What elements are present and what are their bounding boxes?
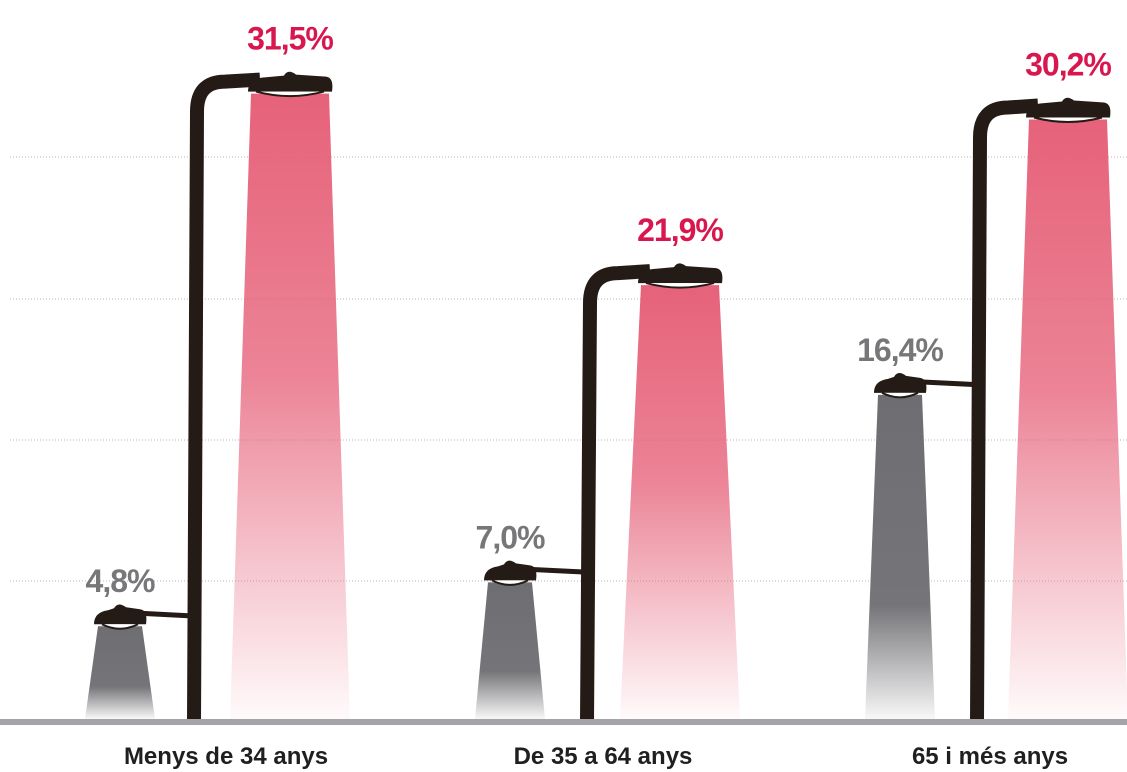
light-beams	[85, 93, 1127, 719]
bar-red-beam	[1008, 119, 1127, 719]
bar-red-beam	[620, 285, 740, 719]
lamp-head-gray	[484, 560, 537, 586]
bar-red-beam	[230, 93, 350, 719]
street-lamps	[94, 71, 1111, 723]
lamp-pole-tall	[187, 72, 261, 723]
lamp-head-red	[248, 71, 333, 98]
lamp-head-red	[1026, 97, 1111, 123]
data-label-gray: 16,4%	[857, 332, 943, 368]
labels: 4,8% 31,5% Menys de 34 anys 7,0% 21,9% De 35 …	[86, 21, 1113, 770]
lamp-pole-tall	[970, 98, 1039, 723]
lamp-head-gray	[94, 604, 147, 630]
data-label-red: 31,5%	[247, 21, 333, 57]
data-label-gray: 7,0%	[476, 519, 545, 555]
lamp-arm-short	[919, 379, 982, 388]
lamp-head-red	[638, 263, 723, 289]
lamp-head-gray	[874, 373, 927, 399]
bar-gray-beam	[475, 582, 545, 719]
lamp-pole-tall	[580, 264, 651, 723]
data-label-gray: 4,8%	[86, 563, 155, 599]
lamp-arm-short	[529, 566, 592, 575]
category-label: Menys de 34 anys	[124, 743, 328, 770]
data-label-red: 30,2%	[1025, 47, 1111, 83]
category-label: 65 i més anys	[912, 743, 1068, 770]
bar-gray-beam	[85, 626, 155, 719]
bar-gray-beam	[865, 394, 935, 719]
data-label-red: 21,9%	[637, 212, 723, 248]
lamp-arm-short	[139, 610, 199, 619]
category-label: De 35 a 64 anys	[514, 743, 693, 770]
gridlines	[10, 156, 1127, 582]
